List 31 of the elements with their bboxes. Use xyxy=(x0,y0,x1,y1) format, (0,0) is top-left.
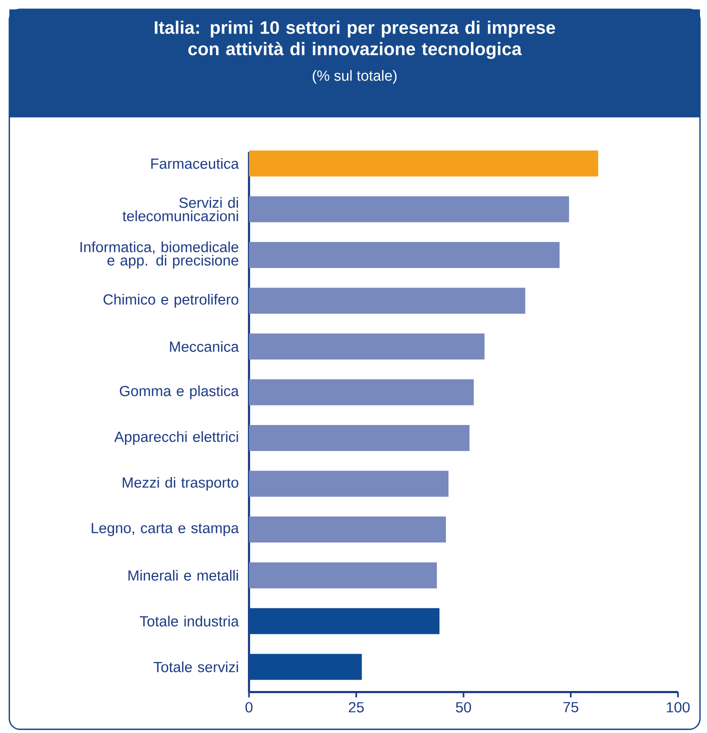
y-tick-label: Totale servizi xyxy=(154,661,238,672)
y-tick-label: Servizi di telecomunicazioni xyxy=(122,197,238,222)
bar xyxy=(248,379,474,406)
y-tick-label: Minerali e metalli xyxy=(128,570,238,581)
y-tick-label: Gomma e plastica xyxy=(120,385,239,400)
bar xyxy=(248,425,470,452)
bar xyxy=(248,150,598,176)
chart-title: Italia: primi 10 settori per presenza di imprese con attività di innovazione tecnologica xyxy=(154,20,556,59)
bar xyxy=(248,562,437,588)
bar xyxy=(248,470,448,497)
bar xyxy=(248,654,362,680)
y-tick-label: Legno, carta e stampa xyxy=(92,523,239,536)
y-tick-label: Totale industria xyxy=(140,616,239,626)
x-tick-label: 75 xyxy=(563,702,578,712)
chart-subtitle: (% sul totale) xyxy=(312,70,397,84)
x-tick-label: 25 xyxy=(348,702,364,712)
x-tick-label: 100 xyxy=(666,702,690,712)
y-tick-label: Meccanica xyxy=(170,341,239,352)
bar xyxy=(248,608,440,634)
x-tick-label: 0 xyxy=(245,702,252,712)
y-tick-label: Chimico e petrolifero xyxy=(104,294,238,308)
bar xyxy=(248,334,485,360)
bar xyxy=(248,288,526,314)
y-tick-label: Apparecchi elettrici xyxy=(114,431,238,445)
bar xyxy=(248,516,446,543)
y-tick-label: Informatica, biomedicale e app. di precisione xyxy=(80,241,238,268)
bar xyxy=(248,242,560,268)
y-tick-label: Farmaceutica xyxy=(151,158,239,169)
bar xyxy=(248,196,570,222)
x-tick-label: 50 xyxy=(456,702,472,712)
y-tick-label: Mezzi di trasporto xyxy=(122,476,238,491)
